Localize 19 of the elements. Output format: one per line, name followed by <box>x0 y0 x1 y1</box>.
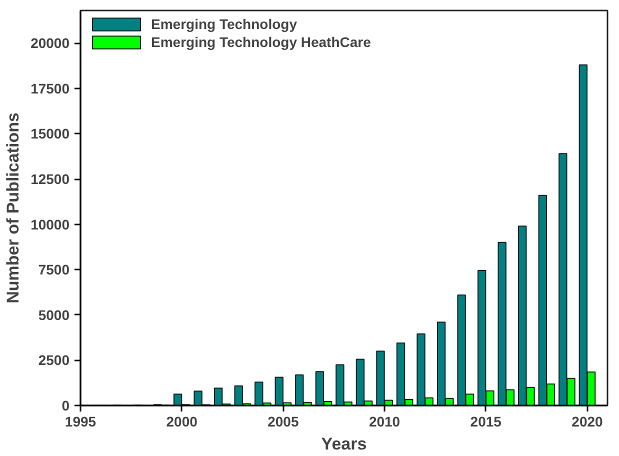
x-tick-label: 1995 <box>64 414 96 430</box>
y-tick-label: 20000 <box>30 35 70 52</box>
y-tick-label: 17500 <box>30 80 70 96</box>
x-tick-label: 2000 <box>166 414 198 430</box>
y-tick-label: 15000 <box>30 126 70 142</box>
x-tick-label: 2020 <box>572 414 604 430</box>
x-tick-label: 2015 <box>470 414 502 430</box>
y-tick-label: 5000 <box>38 306 70 323</box>
y-tick-label: 7500 <box>38 262 70 278</box>
y-axis-title: Number of Publications <box>4 112 23 304</box>
y-tick-label: 2500 <box>38 352 70 368</box>
legend-label: Emerging Technology <box>151 16 297 32</box>
x-tick-label: 2010 <box>368 414 400 430</box>
y-tick-label: 10000 <box>30 216 70 232</box>
y-tick-label: 12500 <box>30 171 70 188</box>
y-tick-label: 0 <box>62 398 70 414</box>
x-tick-label: 2005 <box>268 414 299 430</box>
legend-label: Emerging Technology HeathCare <box>151 34 371 50</box>
x-axis-title: Years <box>321 434 367 454</box>
